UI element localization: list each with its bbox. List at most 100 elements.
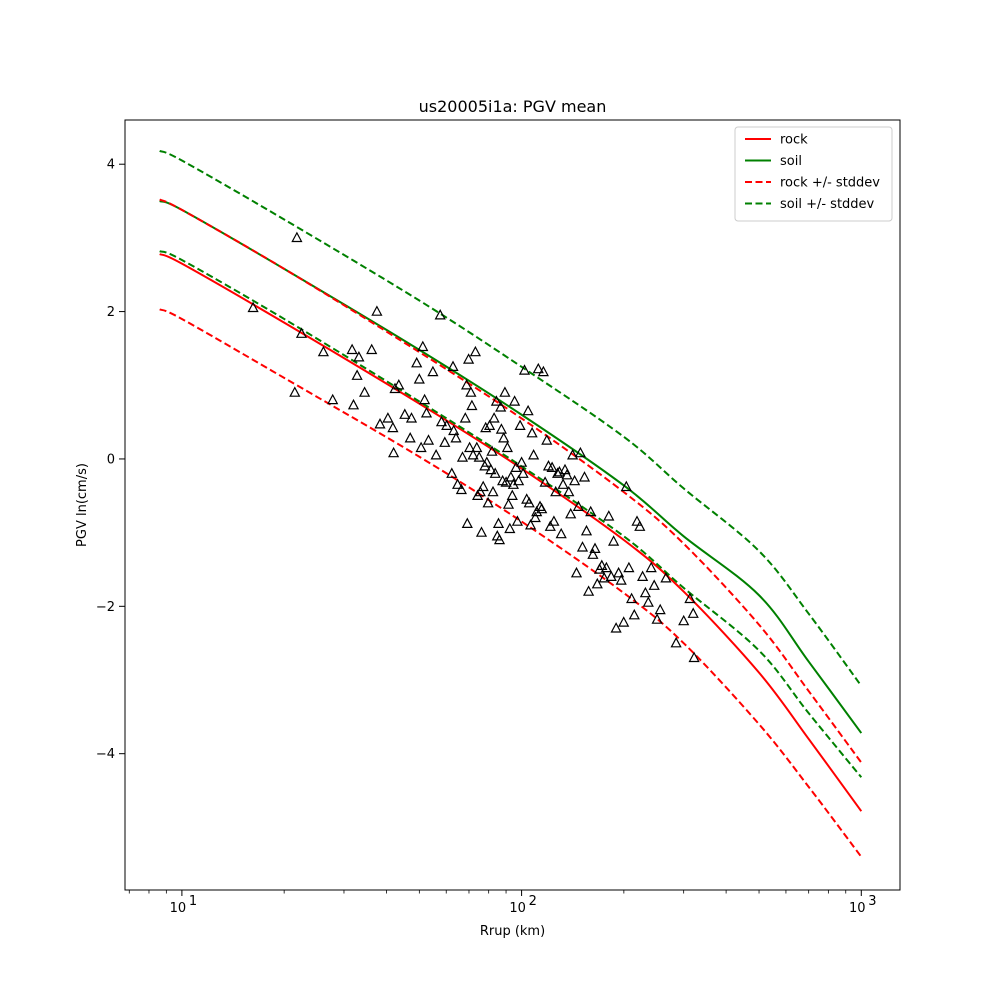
observation-point — [517, 467, 529, 478]
observation-point — [651, 613, 663, 624]
observation-point — [600, 561, 613, 573]
observation-point — [527, 449, 540, 460]
observation-point — [660, 572, 672, 583]
observation-point — [462, 353, 475, 364]
observation-point — [634, 520, 646, 531]
observation-point — [317, 345, 330, 357]
observation-point — [460, 379, 473, 390]
observation-point — [451, 478, 464, 489]
observation-point — [645, 561, 657, 573]
observation-point — [480, 421, 492, 433]
observation-point — [490, 395, 503, 406]
observation-point — [459, 412, 471, 423]
observation-point — [420, 407, 433, 418]
observation-point — [456, 451, 469, 462]
observations-layer — [247, 231, 700, 663]
observation-point — [568, 474, 581, 486]
observation-point — [506, 489, 518, 500]
observation-point — [526, 426, 538, 438]
observation-point — [510, 461, 522, 472]
legend-label: soil +/- stddev — [780, 197, 875, 212]
observation-point — [474, 485, 486, 497]
observation-point — [434, 309, 446, 320]
legend-label: soil — [780, 154, 802, 169]
observation-point — [439, 436, 451, 447]
series-line-soil-stddev-4 — [159, 150, 863, 687]
observation-point — [488, 412, 500, 423]
observation-point — [393, 379, 405, 390]
observation-point — [446, 467, 458, 478]
observation-point — [514, 419, 526, 430]
observation-point — [418, 393, 431, 405]
observation-point — [515, 456, 528, 467]
observation-point — [327, 393, 339, 405]
observation-point — [291, 231, 303, 243]
observation-point — [417, 340, 429, 352]
observation-point — [465, 386, 477, 397]
series-line-rock-stddev-2 — [159, 198, 863, 764]
observation-point — [371, 305, 383, 316]
x-tick-exponent: 3 — [868, 894, 876, 909]
x-tick-label: 10 — [509, 901, 526, 916]
observation-point — [529, 511, 541, 523]
observation-point — [623, 561, 635, 573]
observation-point — [448, 424, 460, 436]
observation-point — [610, 622, 622, 633]
series-line-soil-1 — [159, 200, 863, 734]
observation-point — [463, 441, 476, 453]
observation-point — [541, 434, 553, 445]
observation-point — [605, 570, 617, 582]
y-tick-label: 4 — [107, 158, 115, 173]
observation-point — [353, 351, 365, 362]
observation-point — [585, 505, 597, 517]
observation-point — [471, 489, 484, 500]
observation-point — [435, 415, 448, 427]
observation-point — [489, 467, 501, 478]
observation-point — [548, 515, 560, 526]
observation-point — [523, 496, 535, 508]
observation-point — [684, 592, 696, 604]
observation-point — [461, 517, 473, 529]
observation-point — [648, 579, 660, 590]
observation-point — [550, 485, 562, 497]
observation-point — [482, 496, 494, 508]
observation-point — [539, 476, 551, 487]
observation-point — [413, 373, 425, 384]
observation-point — [572, 500, 585, 511]
observation-point — [557, 478, 569, 489]
legend-label: rock +/- stddev — [780, 176, 880, 191]
observation-point — [531, 505, 543, 517]
observation-point — [576, 541, 589, 552]
observation-point — [492, 517, 505, 529]
observation-point — [570, 566, 583, 578]
observation-point — [347, 398, 360, 410]
observation-point — [289, 386, 301, 397]
observation-point — [511, 515, 524, 526]
observation-point — [678, 614, 690, 626]
observation-point — [471, 441, 483, 453]
observation-point — [430, 449, 442, 460]
observation-point — [636, 570, 649, 582]
observation-point — [366, 343, 378, 355]
observation-point — [512, 474, 525, 486]
observation-point — [502, 498, 515, 509]
observation-point — [247, 301, 259, 313]
observation-point — [495, 423, 508, 434]
observation-point — [589, 542, 601, 554]
x-axis: 10 1 10 2 10 3 — [128, 890, 877, 916]
y-axis: 4 2 0 −2 −4 — [96, 158, 125, 762]
chart-title: us20005i1a: PGV mean — [419, 97, 607, 116]
observation-point — [518, 364, 531, 375]
series-line-rock-0 — [159, 253, 863, 812]
x-tick-label: 10 — [170, 901, 187, 916]
observation-point — [498, 432, 510, 443]
observation-point — [295, 327, 308, 338]
observation-point — [578, 471, 591, 482]
observation-point — [628, 608, 640, 620]
observation-point — [501, 441, 514, 453]
series-line-soil-stddev-5 — [159, 250, 863, 778]
x-axis-label: Rrup (km) — [480, 924, 545, 939]
observation-point — [565, 507, 577, 519]
observation-point — [477, 480, 489, 492]
observation-point — [582, 585, 595, 596]
